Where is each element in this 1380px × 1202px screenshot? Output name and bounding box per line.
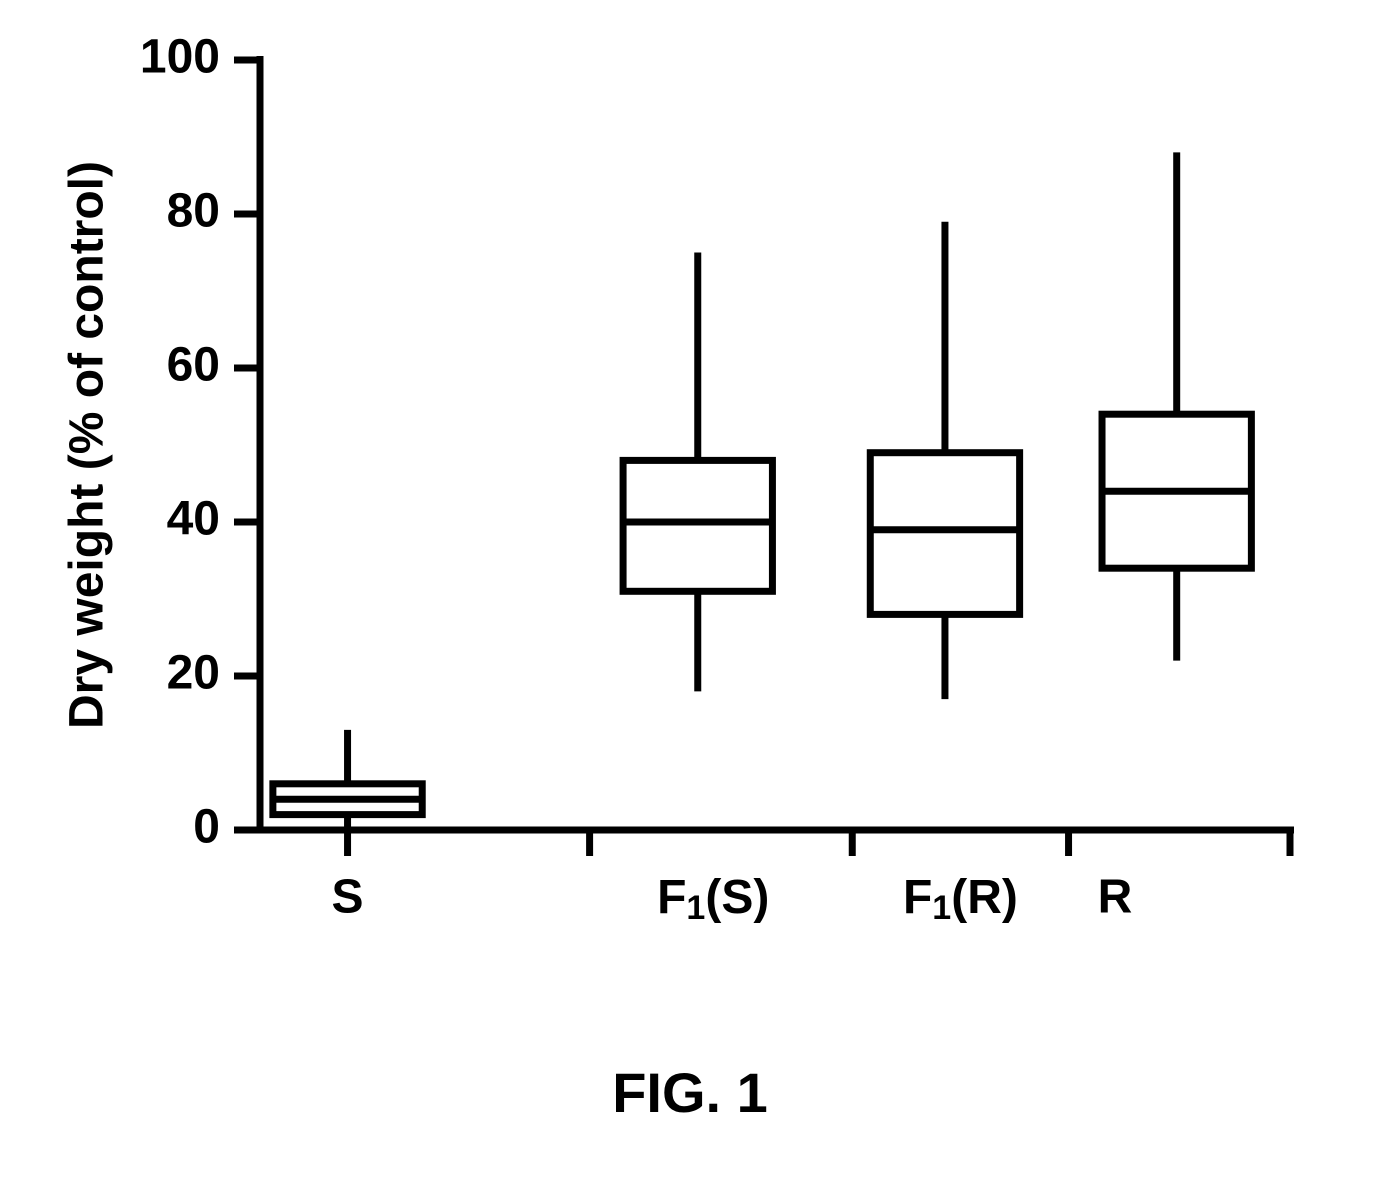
box: [623, 460, 772, 591]
y-tick-label: 20: [167, 647, 220, 700]
boxplot-chart: 0 20 40 60 80 100 Dry weight (% of control) S F1…: [0, 0, 1380, 1202]
figure-caption: FIG. 1: [0, 1060, 1380, 1125]
chart-svg: 0 20 40 60 80 100 Dry weight (% of control) S F1…: [0, 0, 1380, 1202]
y-tick-label: 100: [140, 31, 220, 84]
y-axis-label: Dry weight (% of control): [61, 161, 114, 729]
x-category-label: S: [332, 871, 364, 924]
boxplot-S: [273, 730, 422, 830]
boxplot-F1R: [870, 222, 1019, 699]
box: [870, 453, 1019, 615]
boxplot-R: [1102, 152, 1251, 660]
y-tick-label: 60: [167, 339, 220, 392]
x-category-label: F1(S): [657, 871, 769, 927]
y-tick-label: 80: [167, 185, 220, 238]
y-tick-label: 0: [193, 801, 220, 854]
y-tick-label: 40: [167, 493, 220, 546]
x-category-label: R: [1098, 871, 1133, 924]
boxplot-F1S: [623, 253, 772, 692]
x-category-label: F1(R): [903, 871, 1018, 927]
